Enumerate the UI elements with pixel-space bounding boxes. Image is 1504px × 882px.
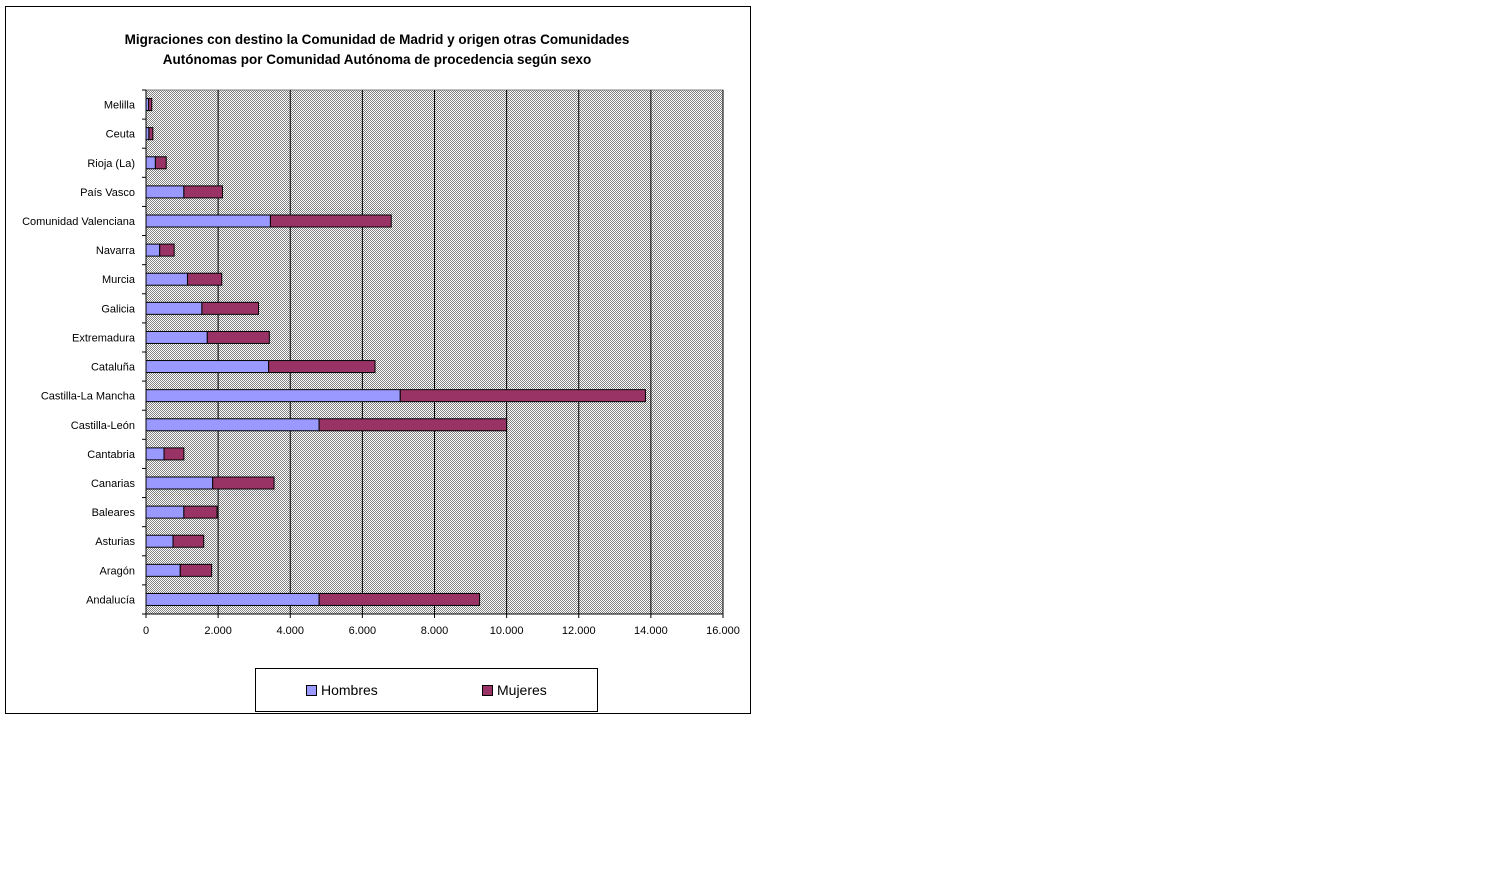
gridlines bbox=[217, 90, 724, 614]
x-tick-label: 8.000 bbox=[421, 625, 449, 637]
bar-hombres bbox=[145, 156, 156, 170]
legend-label-hombres: Hombres bbox=[321, 682, 378, 698]
y-tick-label: Rioja (La) bbox=[87, 158, 135, 170]
y-tick-label: Galicia bbox=[101, 303, 136, 315]
y-tick-label: Aragón bbox=[100, 565, 135, 577]
bar-hombres bbox=[145, 243, 161, 257]
y-tick-label: Castilla-León bbox=[71, 420, 135, 432]
bar-mujeres bbox=[268, 360, 376, 374]
bar-mujeres bbox=[212, 476, 275, 490]
bar-mujeres bbox=[148, 98, 153, 112]
bar-mujeres bbox=[201, 301, 260, 315]
bar-hombres bbox=[145, 592, 320, 606]
bar-hombres bbox=[145, 214, 271, 228]
bar-mujeres bbox=[269, 214, 392, 228]
x-tick-label: 14.000 bbox=[634, 625, 668, 637]
legend-label-mujeres: Mujeres bbox=[497, 682, 547, 698]
y-tick-label: Baleares bbox=[92, 507, 136, 519]
bar-mujeres bbox=[148, 127, 154, 141]
y-tick-label: Navarra bbox=[96, 245, 136, 257]
y-tick-label: Murcia bbox=[102, 274, 136, 286]
bar-hombres bbox=[145, 389, 401, 403]
bar-mujeres bbox=[318, 418, 508, 432]
x-tick-label: 12.000 bbox=[562, 625, 596, 637]
legend-swatch-hombres bbox=[306, 684, 317, 696]
tick-labels: 0 2.000 4.000 6.000 8.000 10.000 12.000 14.000 1… bbox=[22, 100, 740, 637]
x-tick-label: 2.000 bbox=[204, 625, 232, 637]
chart-title: Migraciones con destino la Comunidad de … bbox=[0, 30, 754, 70]
bar-mujeres bbox=[154, 156, 167, 170]
y-tick-label: Ceuta bbox=[106, 129, 136, 141]
bar-hombres bbox=[145, 534, 174, 548]
bar-hombres bbox=[145, 505, 185, 519]
chart-plot: 0 2.000 4.000 6.000 8.000 10.000 12.000 14.000 1… bbox=[22, 89, 740, 637]
bar-mujeres bbox=[159, 243, 175, 257]
axes bbox=[142, 89, 724, 618]
legend-item-hombres: Hombres bbox=[306, 681, 378, 699]
legend: Hombres Mujeres bbox=[255, 668, 598, 712]
x-tick-label: 0 bbox=[143, 625, 149, 637]
legend-item-mujeres: Mujeres bbox=[482, 681, 547, 699]
y-tick-label: Comunidad Valenciana bbox=[22, 216, 136, 228]
y-tick-label: Cantabria bbox=[87, 449, 136, 461]
bar-hombres bbox=[145, 185, 185, 199]
y-tick-label: Asturias bbox=[95, 536, 135, 548]
bar-mujeres bbox=[183, 185, 223, 199]
x-tick-label: 6.000 bbox=[349, 625, 377, 637]
bar-mujeres bbox=[179, 563, 213, 577]
bar-hombres bbox=[145, 447, 165, 461]
x-tick-label: 10.000 bbox=[490, 625, 524, 637]
bars bbox=[145, 98, 646, 606]
y-tick-label: Canarias bbox=[91, 478, 136, 490]
chart-title-line-1: Migraciones con destino la Comunidad de … bbox=[124, 32, 630, 47]
bar-hombres bbox=[145, 360, 270, 374]
bar-mujeres bbox=[186, 272, 223, 286]
y-tick-label: Castilla-La Mancha bbox=[41, 391, 136, 403]
x-tick-label: 4.000 bbox=[276, 625, 304, 637]
bar-mujeres bbox=[183, 505, 218, 519]
bar-mujeres bbox=[318, 592, 481, 606]
bar-mujeres bbox=[163, 447, 185, 461]
bar-hombres bbox=[145, 301, 203, 315]
y-tick-label: Extremadura bbox=[72, 332, 136, 344]
x-tick-label: 16.000 bbox=[706, 625, 740, 637]
bar-hombres bbox=[145, 563, 181, 577]
y-tick-label: País Vasco bbox=[80, 187, 135, 199]
bar-mujeres bbox=[172, 534, 205, 548]
legend-swatch-mujeres bbox=[482, 684, 493, 696]
bar-hombres bbox=[145, 272, 188, 286]
bar-hombres bbox=[145, 418, 320, 432]
y-tick-label: Melilla bbox=[104, 100, 136, 112]
bar-mujeres bbox=[399, 389, 646, 403]
y-tick-label: Andalucía bbox=[86, 594, 136, 606]
bar-mujeres bbox=[206, 330, 270, 344]
bar-hombres bbox=[145, 330, 208, 344]
y-tick-label: Cataluña bbox=[91, 362, 136, 374]
chart-title-line-2: Autónomas por Comunidad Autónoma de proc… bbox=[162, 52, 592, 67]
bar-hombres bbox=[145, 476, 214, 490]
